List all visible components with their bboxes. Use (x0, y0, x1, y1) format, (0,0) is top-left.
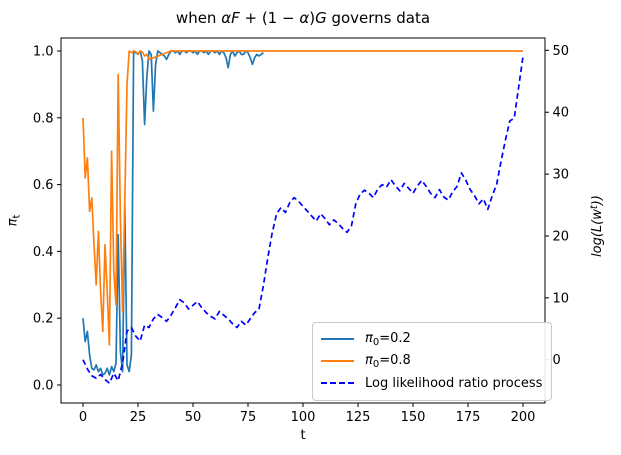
legend-line-sample (321, 360, 354, 362)
y-right-tick-label: 40 (553, 106, 570, 121)
x-tick-label: 175 (456, 410, 481, 425)
x-axis-label: t (61, 428, 545, 443)
legend-item-pi0-0.8: π0=0.8 (321, 350, 541, 372)
x-tick-label: 125 (346, 410, 371, 425)
legend-label: π0=0.8 (365, 352, 411, 370)
y-left-label-symbol: π (5, 218, 21, 227)
y-right-tick-label: 50 (553, 44, 570, 59)
y-right-label-superscript: t (589, 205, 600, 210)
y-right-tick-label: 20 (553, 229, 570, 244)
chart-title: when αF + (1 − α)G governs data (61, 9, 545, 27)
y-right-label-pre: log(L(w (590, 209, 605, 257)
legend-label: π0=0.2 (365, 330, 411, 348)
series-pi0-0.8-line (82, 50, 523, 346)
legend-line-sample (321, 338, 354, 340)
y-left-tick-label: 0.8 (33, 111, 54, 126)
y-right-tick-label: 0 (553, 353, 561, 368)
title-part: G (315, 9, 327, 27)
title-part: ) (309, 9, 316, 27)
y-left-label-subscript: t (11, 214, 23, 219)
y-right-tick-label: 10 (553, 291, 570, 306)
legend-item-llr: Log likelihood ratio process (321, 372, 543, 394)
title-part: + (1 − (239, 9, 300, 27)
legend-line-sample (321, 382, 354, 384)
title-part: when (175, 9, 222, 27)
x-tick-label: 100 (291, 410, 316, 425)
series-llr-line (82, 56, 524, 385)
title-part: αF (221, 9, 240, 27)
y-left-tick-label: 0.4 (33, 245, 54, 260)
x-tick-label: 25 (130, 410, 147, 425)
y-left-tick-label: 0.2 (33, 312, 54, 327)
title-part: governs data (326, 9, 431, 27)
x-tick-label: 0 (79, 410, 87, 425)
x-tick-label: 200 (511, 410, 536, 425)
y-left-tick-label: 0.6 (33, 178, 54, 193)
x-tick-label: 75 (240, 410, 257, 425)
x-tick-label: 150 (401, 410, 426, 425)
y-right-tick-label: 30 (553, 168, 570, 183)
y-right-label-post: )) (590, 195, 605, 206)
y-right-axis-label: log(L(wt)) (589, 181, 605, 271)
plot-border (60, 37, 546, 404)
legend-item-pi0-0.2: π0=0.2 (321, 328, 541, 350)
legend: π0=0.2 π0=0.8 Log likelihood ratio process (312, 322, 552, 401)
y-left-tick-label: 0.0 (33, 378, 54, 393)
y-left-tick-label: 1.0 (33, 45, 54, 60)
y-left-axis-label: πt (6, 191, 23, 251)
title-part: α (299, 9, 310, 27)
x-tick-label: 50 (185, 410, 202, 425)
x-axis-label-text: t (300, 428, 306, 443)
legend-label: Log likelihood ratio process (365, 375, 543, 391)
